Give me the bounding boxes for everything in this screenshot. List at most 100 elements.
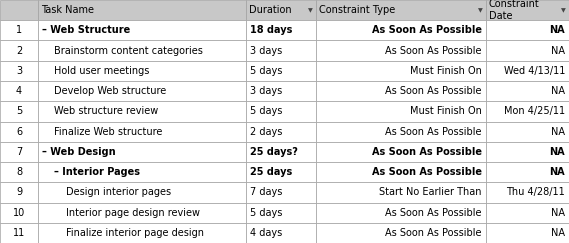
Text: Develop Web structure: Develop Web structure <box>54 86 166 96</box>
Bar <box>246 142 316 162</box>
Text: Must Finish On: Must Finish On <box>410 106 482 116</box>
Bar <box>38 122 246 142</box>
Bar <box>0 223 38 243</box>
Text: 3: 3 <box>16 66 22 76</box>
Text: 5: 5 <box>16 106 22 116</box>
Text: Hold user meetings: Hold user meetings <box>54 66 150 76</box>
Bar <box>316 20 486 41</box>
Bar <box>38 202 246 223</box>
Bar <box>0 162 38 182</box>
Bar <box>316 142 486 162</box>
Bar <box>316 0 486 20</box>
Bar <box>486 223 569 243</box>
Text: 7: 7 <box>16 147 22 157</box>
Text: Interior page design review: Interior page design review <box>66 208 200 218</box>
Bar <box>38 101 246 122</box>
Bar <box>0 182 38 202</box>
Text: Design interior pages: Design interior pages <box>66 187 171 197</box>
Bar <box>246 0 316 20</box>
Text: Constraint
Date: Constraint Date <box>489 0 540 21</box>
Bar <box>246 182 316 202</box>
Text: 10: 10 <box>13 208 25 218</box>
Bar <box>246 162 316 182</box>
Bar <box>0 0 38 20</box>
Text: Start No Earlier Than: Start No Earlier Than <box>380 187 482 197</box>
Text: Brainstorm content categories: Brainstorm content categories <box>54 46 203 56</box>
Bar <box>316 81 486 101</box>
Text: 18 days: 18 days <box>250 25 292 35</box>
Text: – Interior Pages: – Interior Pages <box>54 167 140 177</box>
Bar <box>0 61 38 81</box>
Text: ▼: ▼ <box>560 9 566 14</box>
Text: NA: NA <box>551 86 565 96</box>
Text: ▼: ▼ <box>308 9 312 14</box>
Bar <box>486 81 569 101</box>
Bar <box>246 41 316 61</box>
Text: NA: NA <box>550 25 565 35</box>
Text: 25 days: 25 days <box>250 167 292 177</box>
Bar <box>316 182 486 202</box>
Text: NA: NA <box>551 228 565 238</box>
Bar <box>486 142 569 162</box>
Text: As Soon As Possible: As Soon As Possible <box>386 86 482 96</box>
Text: 9: 9 <box>16 187 22 197</box>
Text: 5 days: 5 days <box>250 106 282 116</box>
Bar <box>38 20 246 41</box>
Bar <box>486 20 569 41</box>
Bar <box>38 61 246 81</box>
Text: 6: 6 <box>16 127 22 137</box>
Bar <box>486 41 569 61</box>
Bar <box>0 122 38 142</box>
Bar <box>316 61 486 81</box>
Text: Wed 4/13/11: Wed 4/13/11 <box>504 66 565 76</box>
Bar <box>316 202 486 223</box>
Bar <box>246 101 316 122</box>
Text: As Soon As Possible: As Soon As Possible <box>372 147 482 157</box>
Bar <box>316 162 486 182</box>
Bar <box>316 41 486 61</box>
Bar <box>38 162 246 182</box>
Text: Must Finish On: Must Finish On <box>410 66 482 76</box>
Text: Mon 4/25/11: Mon 4/25/11 <box>504 106 565 116</box>
Bar <box>316 101 486 122</box>
Bar <box>486 0 569 20</box>
Text: 4: 4 <box>16 86 22 96</box>
Text: Constraint Type: Constraint Type <box>319 5 395 15</box>
Text: 8: 8 <box>16 167 22 177</box>
Text: 3 days: 3 days <box>250 46 282 56</box>
Bar <box>0 20 38 41</box>
Bar <box>316 223 486 243</box>
Text: NA: NA <box>550 147 565 157</box>
Bar <box>316 122 486 142</box>
Bar <box>246 81 316 101</box>
Bar <box>38 81 246 101</box>
Bar <box>38 41 246 61</box>
Text: – Web Structure: – Web Structure <box>42 25 130 35</box>
Bar <box>246 122 316 142</box>
Text: Web structure review: Web structure review <box>54 106 158 116</box>
Text: Task Name: Task Name <box>41 5 94 15</box>
Text: As Soon As Possible: As Soon As Possible <box>386 127 482 137</box>
Bar <box>486 101 569 122</box>
Text: As Soon As Possible: As Soon As Possible <box>372 25 482 35</box>
Text: Finalize Web structure: Finalize Web structure <box>54 127 162 137</box>
Bar <box>246 223 316 243</box>
Bar <box>38 142 246 162</box>
Bar <box>0 202 38 223</box>
Text: NA: NA <box>550 167 565 177</box>
Text: NA: NA <box>551 208 565 218</box>
Text: NA: NA <box>551 46 565 56</box>
Bar <box>486 202 569 223</box>
Text: 2: 2 <box>16 46 22 56</box>
Bar <box>38 223 246 243</box>
Bar <box>38 182 246 202</box>
Text: 1: 1 <box>16 25 22 35</box>
Text: 5 days: 5 days <box>250 66 282 76</box>
Bar <box>486 122 569 142</box>
Text: NA: NA <box>551 127 565 137</box>
Text: As Soon As Possible: As Soon As Possible <box>386 46 482 56</box>
Text: ▼: ▼ <box>477 9 483 14</box>
Text: 11: 11 <box>13 228 25 238</box>
Text: 4 days: 4 days <box>250 228 282 238</box>
Text: 5 days: 5 days <box>250 208 282 218</box>
